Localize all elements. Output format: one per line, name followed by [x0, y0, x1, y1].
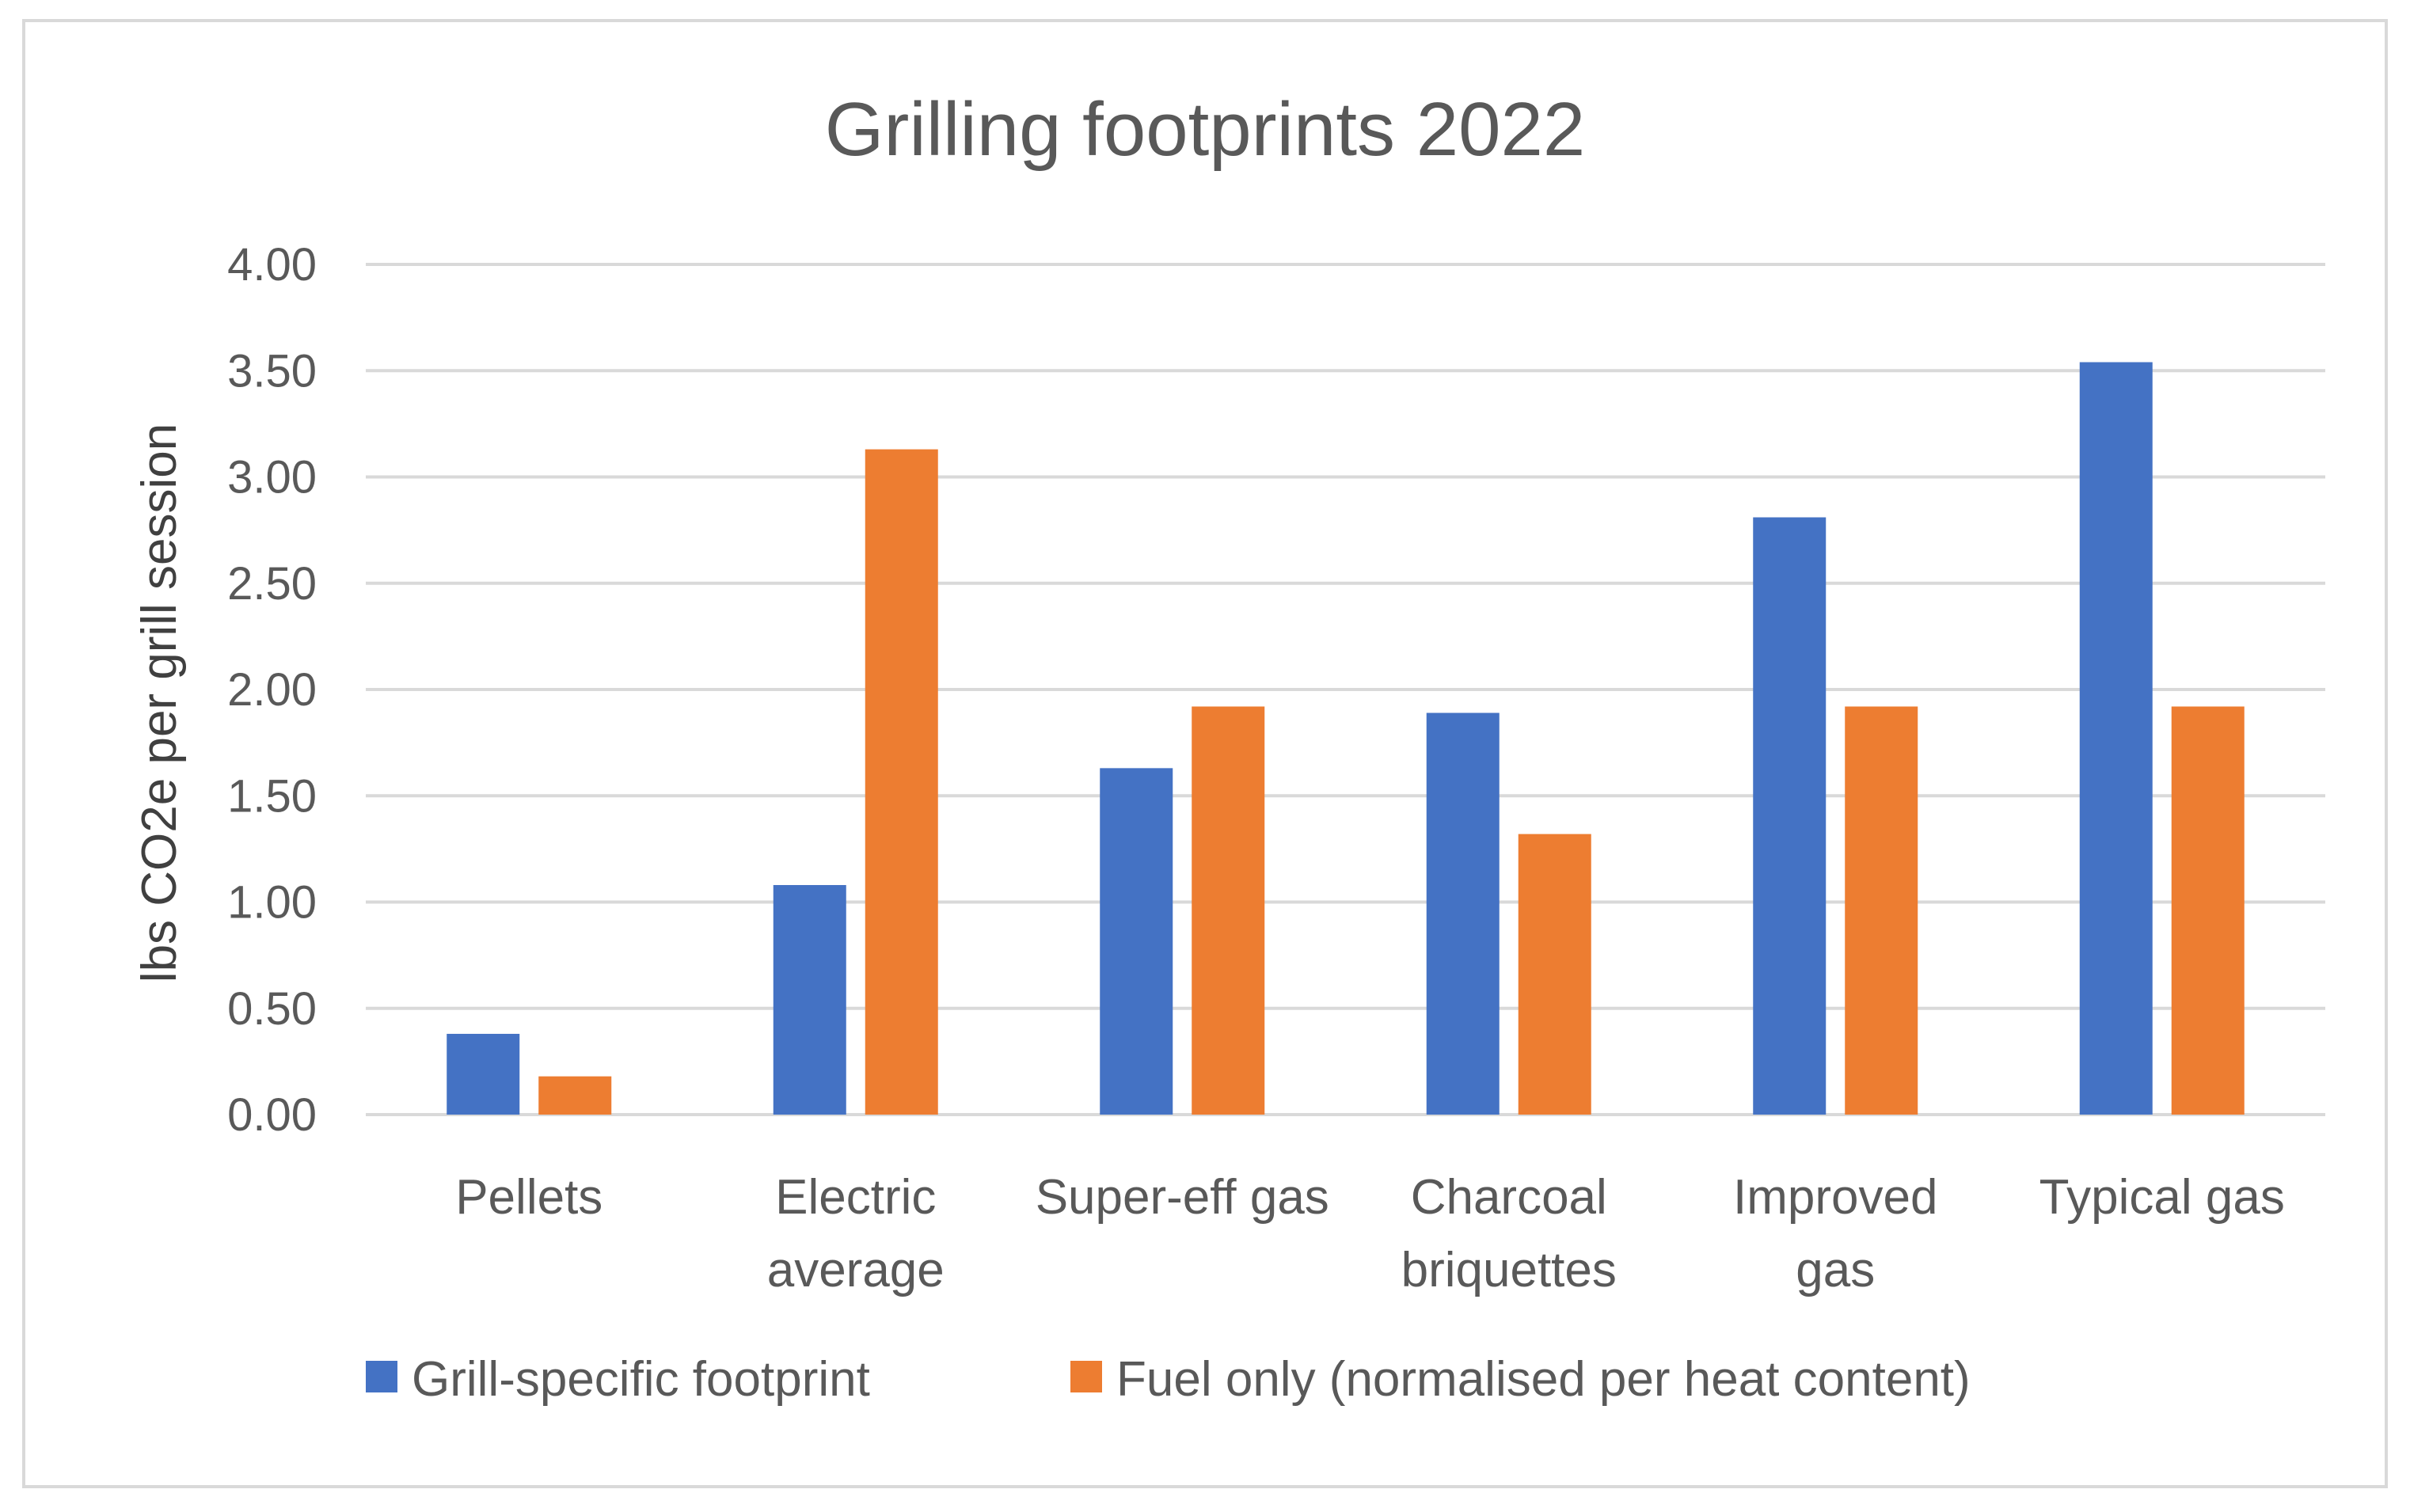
legend-label: Grill-specific footprint	[412, 1352, 870, 1407]
legend-swatch	[1070, 1361, 1102, 1392]
x-category-label-line: Super-eff gas	[1036, 1170, 1329, 1225]
legend-swatch	[366, 1361, 397, 1392]
x-category-label: Charcoal briquettes	[1401, 1170, 1617, 1297]
x-category-label: Electric average	[767, 1170, 945, 1297]
x-category-label-line: Improved	[1733, 1170, 1937, 1225]
bar	[773, 885, 846, 1115]
y-tick-label: 0.00	[227, 1089, 317, 1141]
x-category-label-line: Charcoal	[1411, 1170, 1607, 1225]
x-axis-category-labels: Pellets Electric average Super-eff gas Charc…	[455, 1170, 2285, 1297]
y-tick-label: 3.00	[227, 452, 317, 503]
y-tick-label: 3.50	[227, 345, 317, 397]
x-category-label: Improved gas	[1733, 1170, 1937, 1297]
bar	[865, 449, 938, 1115]
bars	[447, 362, 2245, 1115]
legend: Grill-specific footprint Fuel only (norma…	[366, 1352, 1971, 1407]
y-tick-label: 4.00	[227, 239, 317, 291]
bar	[1192, 706, 1265, 1115]
bar	[538, 1076, 612, 1115]
bar	[1100, 768, 1173, 1115]
bar	[1845, 706, 1918, 1115]
bar	[447, 1033, 520, 1115]
bar-chart: Grilling footprints 2022 0.00 0.50 1.00 1.5…	[132, 87, 2325, 1407]
x-category-label-line: Typical gas	[2039, 1170, 2285, 1225]
x-category-label-line: gas	[1796, 1243, 1875, 1297]
chart-frame: Grilling footprints 2022 0.00 0.50 1.00 1.5…	[22, 19, 2388, 1488]
y-axis-tick-labels: 0.00 0.50 1.00 1.50 2.00 2.50 3.00 3.50 4.00	[227, 239, 317, 1141]
y-tick-label: 1.00	[227, 877, 317, 929]
y-axis-title: lbs CO2e per grill session	[132, 424, 187, 982]
bar	[1753, 517, 1827, 1115]
bar	[2171, 706, 2245, 1115]
x-category-label: Pellets	[455, 1170, 602, 1225]
y-tick-label: 2.00	[227, 664, 317, 716]
x-category-label-line: briquettes	[1401, 1243, 1617, 1297]
gridlines	[366, 263, 2325, 1116]
legend-label: Fuel only (normalised per heat content)	[1116, 1352, 1971, 1407]
x-category-label-line: Electric	[775, 1170, 936, 1225]
y-tick-label: 0.50	[227, 983, 317, 1035]
bar	[1518, 834, 1591, 1115]
bar	[1426, 712, 1500, 1115]
x-category-label-line: average	[767, 1243, 945, 1297]
y-tick-label: 1.50	[227, 770, 317, 822]
x-category-label: Typical gas	[2039, 1170, 2285, 1225]
x-category-label-line: Pellets	[455, 1170, 602, 1225]
y-tick-label: 2.50	[227, 558, 317, 610]
x-category-label: Super-eff gas	[1036, 1170, 1329, 1225]
chart-title: Grilling footprints 2022	[825, 87, 1586, 172]
bar	[2079, 362, 2153, 1115]
